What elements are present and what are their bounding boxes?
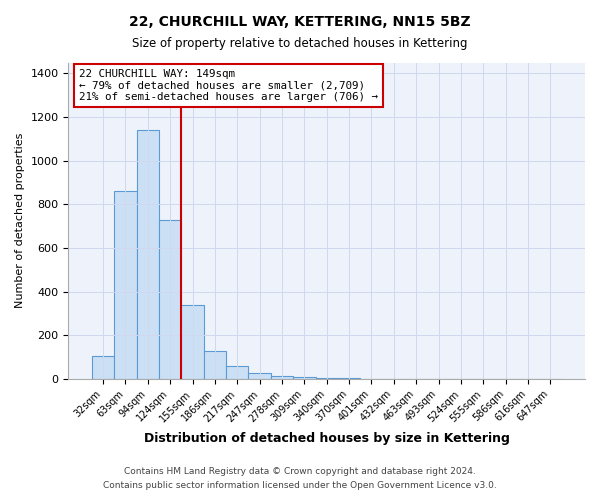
Bar	[338, 378, 360, 379]
Bar	[181, 304, 204, 379]
Bar	[271, 376, 293, 379]
Bar	[316, 378, 338, 379]
Bar	[226, 366, 248, 379]
Bar	[92, 356, 114, 379]
Text: Size of property relative to detached houses in Kettering: Size of property relative to detached ho…	[132, 38, 468, 51]
Text: Contains public sector information licensed under the Open Government Licence v3: Contains public sector information licen…	[103, 480, 497, 490]
Text: 22 CHURCHILL WAY: 149sqm
← 79% of detached houses are smaller (2,709)
21% of sem: 22 CHURCHILL WAY: 149sqm ← 79% of detach…	[79, 69, 378, 102]
Bar	[204, 350, 226, 379]
Bar	[159, 220, 181, 379]
Bar	[137, 130, 159, 379]
Y-axis label: Number of detached properties: Number of detached properties	[15, 133, 25, 308]
Bar	[114, 192, 137, 379]
Bar	[248, 373, 271, 379]
X-axis label: Distribution of detached houses by size in Kettering: Distribution of detached houses by size …	[144, 432, 509, 445]
Text: Contains HM Land Registry data © Crown copyright and database right 2024.: Contains HM Land Registry data © Crown c…	[124, 467, 476, 476]
Text: 22, CHURCHILL WAY, KETTERING, NN15 5BZ: 22, CHURCHILL WAY, KETTERING, NN15 5BZ	[129, 15, 471, 29]
Bar	[293, 377, 316, 379]
